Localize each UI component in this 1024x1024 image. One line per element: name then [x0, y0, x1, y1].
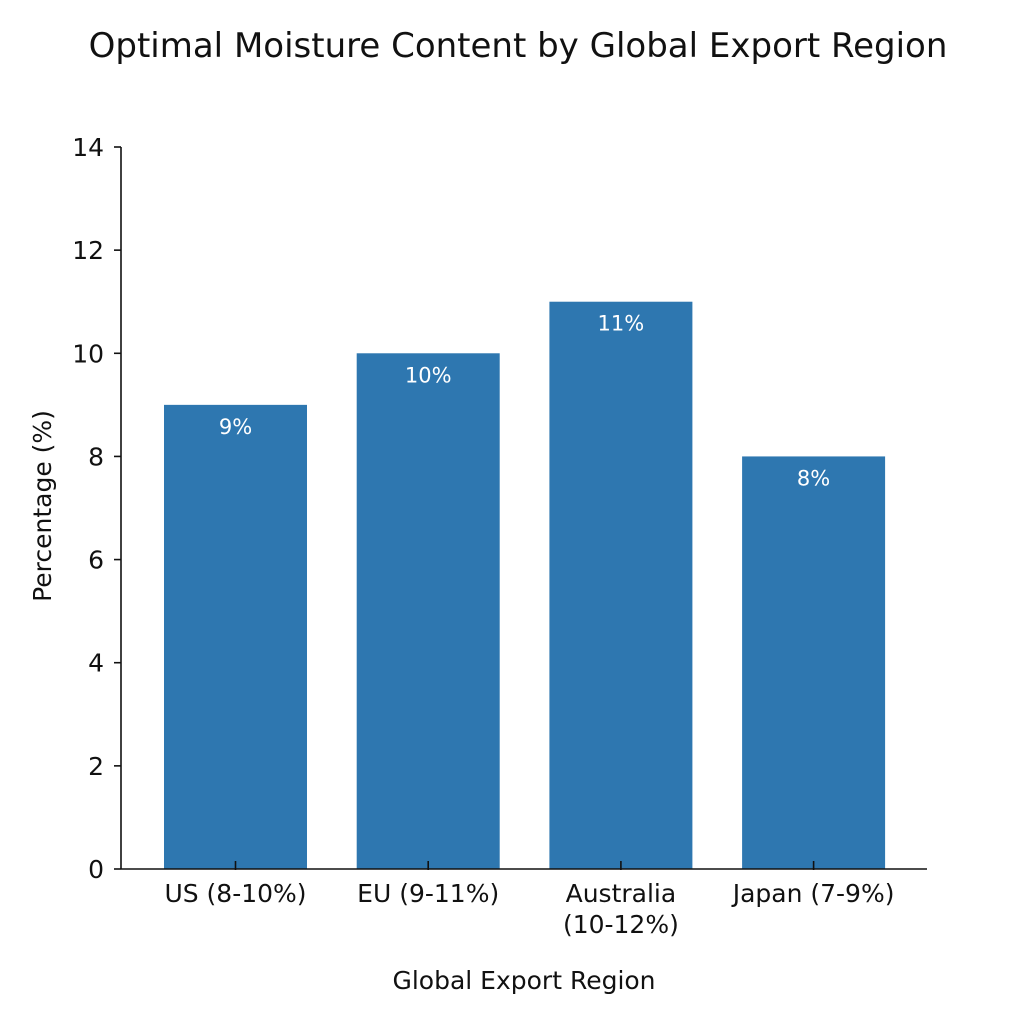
x-tick-label: US (8-10%) — [164, 879, 306, 908]
y-tick-label: 0 — [88, 855, 104, 884]
x-tick-label-line: Japan (7-9%) — [731, 879, 895, 908]
x-tick-label-line: EU (9-11%) — [357, 879, 499, 908]
chart-title: Optimal Moisture Content by Global Expor… — [89, 26, 948, 66]
x-tick-label: Australia (10-12%) — [563, 879, 679, 939]
bar — [356, 353, 500, 869]
bar-value-label: 10% — [405, 363, 452, 387]
x-tick-label: Japan (7-9%) — [731, 879, 895, 908]
y-tick-label: 12 — [72, 236, 104, 265]
y-axis-label: Percentage (%) — [28, 410, 57, 602]
y-tick-label: 8 — [88, 442, 104, 471]
bar-value-label: 11% — [598, 312, 645, 336]
x-tick-label-line: (10-12%) — [563, 910, 679, 939]
axes-layer — [120, 147, 927, 870]
y-tick-label: 6 — [88, 546, 104, 575]
y-tick-label: 4 — [88, 649, 104, 678]
x-ticks-layer: US (8-10%) EU (9-11%) Australia (10-12%) Jap… — [164, 861, 894, 939]
x-tick-label-line: US (8-10%) — [164, 879, 306, 908]
y-tick-label: 10 — [72, 339, 104, 368]
bar-value-label: 9% — [219, 415, 252, 439]
bar — [549, 301, 693, 869]
y-ticks-layer: 0 2 4 6 8 10 12 14 — [72, 133, 121, 884]
x-tick-label: EU (9-11%) — [357, 879, 499, 908]
bar-value-label: 8% — [797, 466, 830, 490]
bar — [164, 404, 307, 869]
bar — [742, 456, 886, 869]
x-tick-label-line: Australia — [566, 879, 677, 908]
bars-layer: 9% 10% 11% 8% — [164, 301, 886, 869]
y-tick-label: 14 — [72, 133, 104, 162]
y-tick-label: 2 — [88, 752, 104, 781]
x-axis-label: Global Export Region — [392, 966, 655, 995]
